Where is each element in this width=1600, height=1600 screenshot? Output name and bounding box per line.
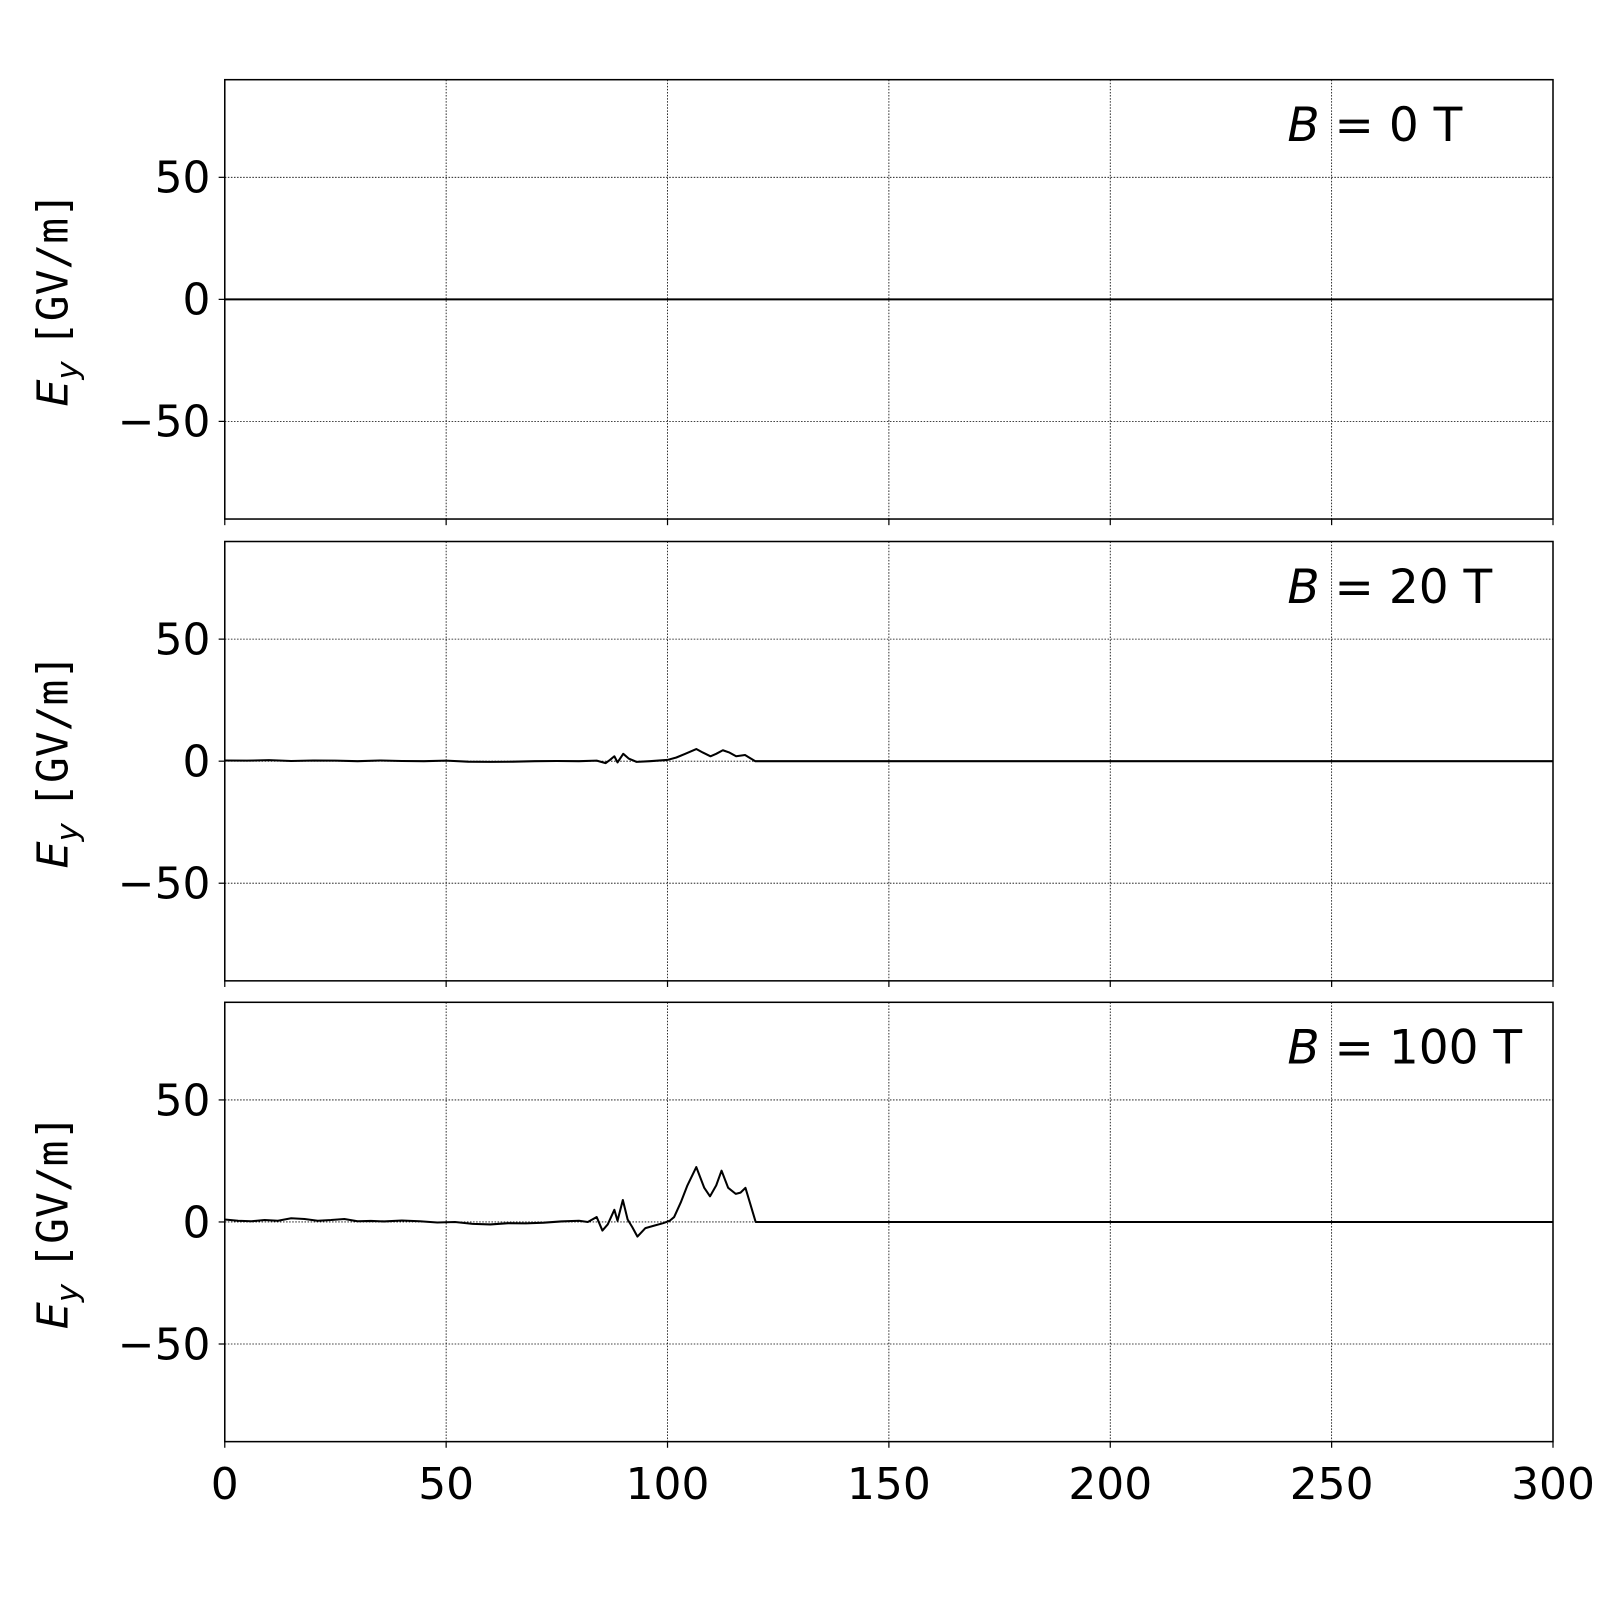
annotation-variable: B (1287, 1021, 1319, 1076)
annotation-value: = 0 T (1320, 98, 1463, 153)
axes-frame (224, 1001, 1554, 1443)
annotation-value: = 20 T (1320, 560, 1493, 615)
y-label-unit: [GV/m] (28, 1115, 78, 1270)
y-label-unit: [GV/m] (28, 192, 78, 347)
x-tick-label: 250 (1290, 1459, 1374, 1510)
y-label-unit: [GV/m] (28, 654, 78, 809)
panel-2: 0 50 100 150 200 250 300 −50 0 50 B = 100 T Ey [GV/m… (28, 1001, 1595, 1510)
y-axis-label: Ey [GV/m] (28, 192, 85, 407)
y-tick-label: −50 (118, 397, 211, 448)
y-label-subscript: y (51, 822, 86, 842)
x-tick-label: 50 (418, 1459, 474, 1510)
series-line (224, 747, 1554, 765)
x-tick-label: 200 (1068, 1459, 1152, 1510)
y-label-subscript: y (51, 361, 86, 381)
axes-frame (224, 78, 1554, 520)
y-label-symbol: E (28, 1301, 78, 1329)
y-tick-label: 0 (183, 737, 211, 788)
y-tick-label: 50 (155, 614, 211, 665)
annotation-value: = 100 T (1320, 1021, 1523, 1076)
y-axis-label: Ey [GV/m] (28, 654, 85, 869)
x-tick-label: 0 (211, 1459, 239, 1510)
annotation-variable: B (1287, 560, 1319, 615)
y-label-symbol: E (28, 840, 78, 868)
x-tick-label: 300 (1511, 1459, 1595, 1510)
y-axis-label: Ey [GV/m] (28, 1115, 85, 1330)
y-tick-label: 50 (155, 153, 211, 204)
axes-frame (224, 540, 1554, 982)
x-tick-label: 100 (626, 1459, 710, 1510)
x-tick-label: 150 (847, 1459, 931, 1510)
field-annotation: B = 20 T (1287, 560, 1492, 615)
y-label-subscript: y (51, 1283, 86, 1303)
y-tick-label: 0 (183, 1197, 211, 1248)
field-annotation: B = 0 T (1287, 98, 1462, 153)
annotation-variable: B (1287, 98, 1319, 153)
y-label-symbol: E (28, 379, 78, 407)
y-tick-label: −50 (118, 1319, 211, 1370)
panel-0: −50 0 50 B = 0 T Ey [GV/m] (28, 78, 1554, 526)
y-tick-label: −50 (118, 859, 211, 910)
field-annotation: B = 100 T (1287, 1021, 1522, 1076)
y-tick-label: 50 (155, 1075, 211, 1126)
series-line (224, 1166, 1554, 1238)
panel-1: −50 0 50 B = 20 T Ey [GV/m] (28, 540, 1554, 987)
y-tick-label: 0 (183, 275, 211, 326)
